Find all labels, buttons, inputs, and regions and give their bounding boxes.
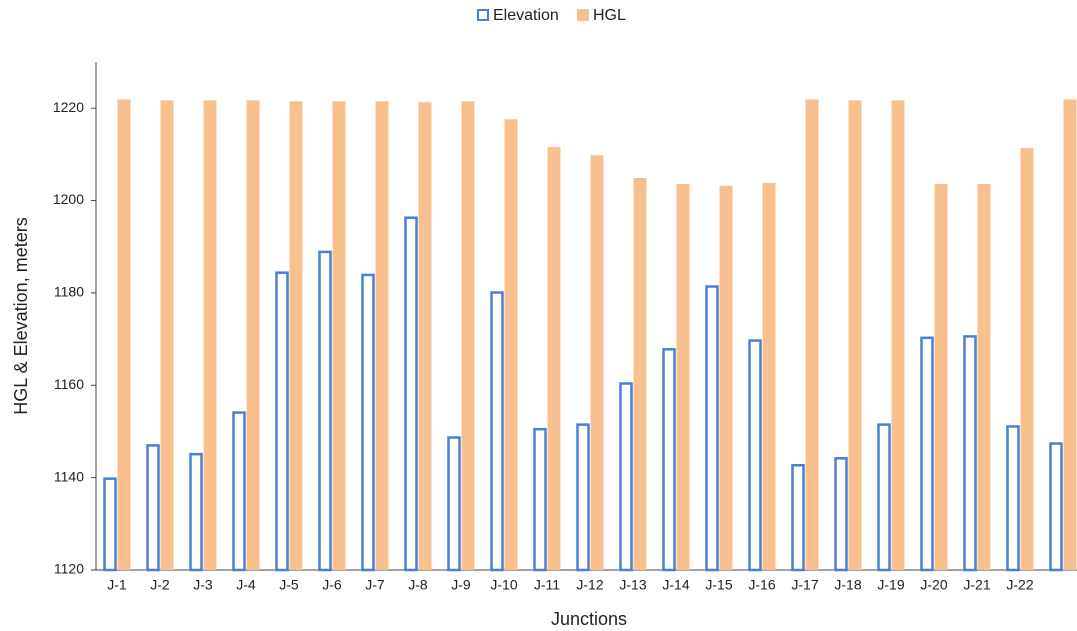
bar: [590, 155, 604, 570]
bar: [619, 382, 633, 572]
y-tick-label: 1220: [53, 99, 84, 115]
x-tick-label: J-13: [619, 577, 646, 593]
bar: [332, 101, 346, 570]
bar: [719, 185, 733, 570]
x-tick-label: J-6: [322, 577, 342, 593]
x-tick-label: J-14: [662, 577, 689, 593]
x-tick-label: J-18: [834, 577, 861, 593]
bar: [117, 99, 131, 570]
bar: [877, 423, 891, 572]
x-tick-label: J-11: [534, 577, 560, 593]
x-tick-label: J-8: [408, 577, 428, 593]
bar: [1063, 99, 1077, 570]
bar: [504, 119, 518, 571]
bar: [289, 101, 303, 570]
x-tick-label: J-17: [791, 577, 818, 593]
bar: [791, 463, 805, 572]
bar: [246, 100, 260, 571]
bar: [762, 182, 776, 570]
bar: [375, 101, 389, 570]
bar: [203, 100, 217, 571]
bar: [189, 452, 203, 572]
x-tick-label: J-15: [705, 577, 732, 593]
bar: [533, 427, 547, 572]
bar: [662, 348, 676, 572]
x-tick-label: J-16: [748, 577, 775, 593]
bar: [232, 411, 246, 572]
bar: [1020, 147, 1034, 570]
legend-swatch: [477, 9, 489, 21]
x-tick-label: J-12: [576, 577, 603, 593]
bar: [461, 101, 475, 570]
x-tick-label: J-10: [490, 577, 517, 593]
bar: [418, 102, 432, 570]
bar: [547, 146, 561, 570]
bar: [1049, 442, 1063, 572]
x-tick-label: J-5: [279, 577, 299, 593]
x-tick-label: J-3: [193, 577, 213, 593]
x-tick-label: J-2: [150, 577, 170, 593]
bar: [275, 271, 289, 572]
bar: [920, 336, 934, 572]
x-tick-label: J-19: [877, 577, 904, 593]
bar: [633, 177, 647, 570]
bar: [748, 339, 762, 572]
bar: [361, 273, 375, 572]
x-tick-label: J-9: [451, 577, 471, 593]
bar: [146, 444, 160, 572]
y-axis-title: HGL & Elevation, meters: [11, 217, 31, 414]
legend-text: HGL: [593, 7, 626, 24]
y-tick-label: 1140: [54, 468, 84, 484]
x-tick-label: J-20: [920, 577, 947, 593]
x-tick-label: J-22: [1006, 577, 1033, 593]
y-tick-label: 1200: [53, 191, 84, 207]
bar: [490, 291, 504, 572]
bar: [318, 250, 332, 572]
x-tick-label: J-1: [107, 577, 127, 593]
bar: [805, 99, 819, 570]
bar: [934, 183, 948, 571]
bar: [977, 183, 991, 571]
bar: [404, 216, 418, 572]
bar: [705, 285, 719, 572]
bar: [848, 100, 862, 571]
bar: [891, 100, 905, 571]
legend-swatch: [577, 9, 589, 21]
bar: [1006, 425, 1020, 572]
bar: [160, 100, 174, 571]
bar: [963, 335, 977, 572]
y-tick-label: 1120: [54, 561, 84, 577]
y-tick-label: 1180: [54, 284, 84, 300]
x-tick-label: J-21: [963, 577, 990, 593]
x-axis-title: Junctions: [551, 609, 627, 629]
bar: [447, 436, 461, 572]
x-tick-label: J-7: [365, 577, 385, 593]
bar: [103, 477, 117, 572]
y-tick-label: 1160: [54, 376, 84, 392]
bar: [676, 183, 690, 571]
bar: [834, 457, 848, 572]
x-tick-label: J-4: [236, 577, 256, 593]
bar: [576, 423, 590, 572]
legend-text: Elevation: [493, 7, 559, 24]
